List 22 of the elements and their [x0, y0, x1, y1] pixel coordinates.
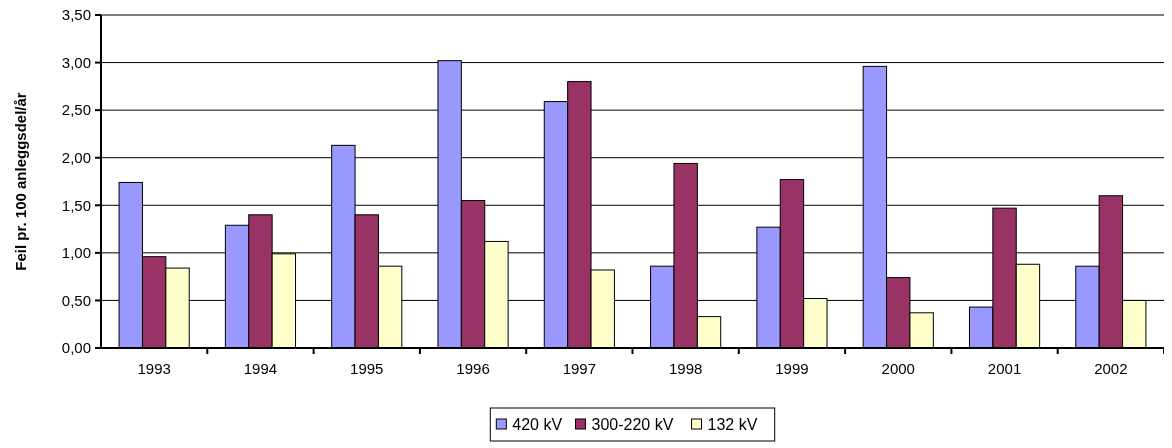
x-tick-label: 2000	[881, 360, 915, 377]
x-tick-label: 2001	[987, 360, 1022, 377]
x-tick-label: 2002	[1094, 360, 1128, 377]
y-axis-title: Feil pr. 100 anleggsdel/år	[12, 92, 29, 271]
y-tick-label: 0,50	[61, 291, 91, 309]
x-tick-label: 1996	[456, 360, 490, 377]
x-tick-label: 1997	[562, 360, 597, 377]
x-tick-label: 1995	[350, 360, 384, 377]
y-tick-label: 3,00	[61, 53, 91, 71]
x-tick-label: 1998	[668, 360, 703, 377]
legend-label: 132 kV	[707, 416, 758, 433]
y-tick-label: 1,50	[61, 196, 91, 214]
y-tick-label: 2,00	[61, 148, 91, 166]
x-tick-label: 1993	[137, 360, 171, 377]
y-tick-label: 3,50	[61, 6, 91, 24]
y-tick-label: 1,00	[61, 244, 91, 262]
y-tick-label: 2,50	[61, 101, 91, 119]
x-tick-label: 1999	[775, 360, 809, 377]
x-tick-label: 1994	[243, 360, 278, 377]
legend-label: 300-220 kV	[591, 416, 674, 433]
legend-label: 420 kV	[512, 416, 563, 433]
y-tick-label: 0,00	[61, 339, 91, 357]
